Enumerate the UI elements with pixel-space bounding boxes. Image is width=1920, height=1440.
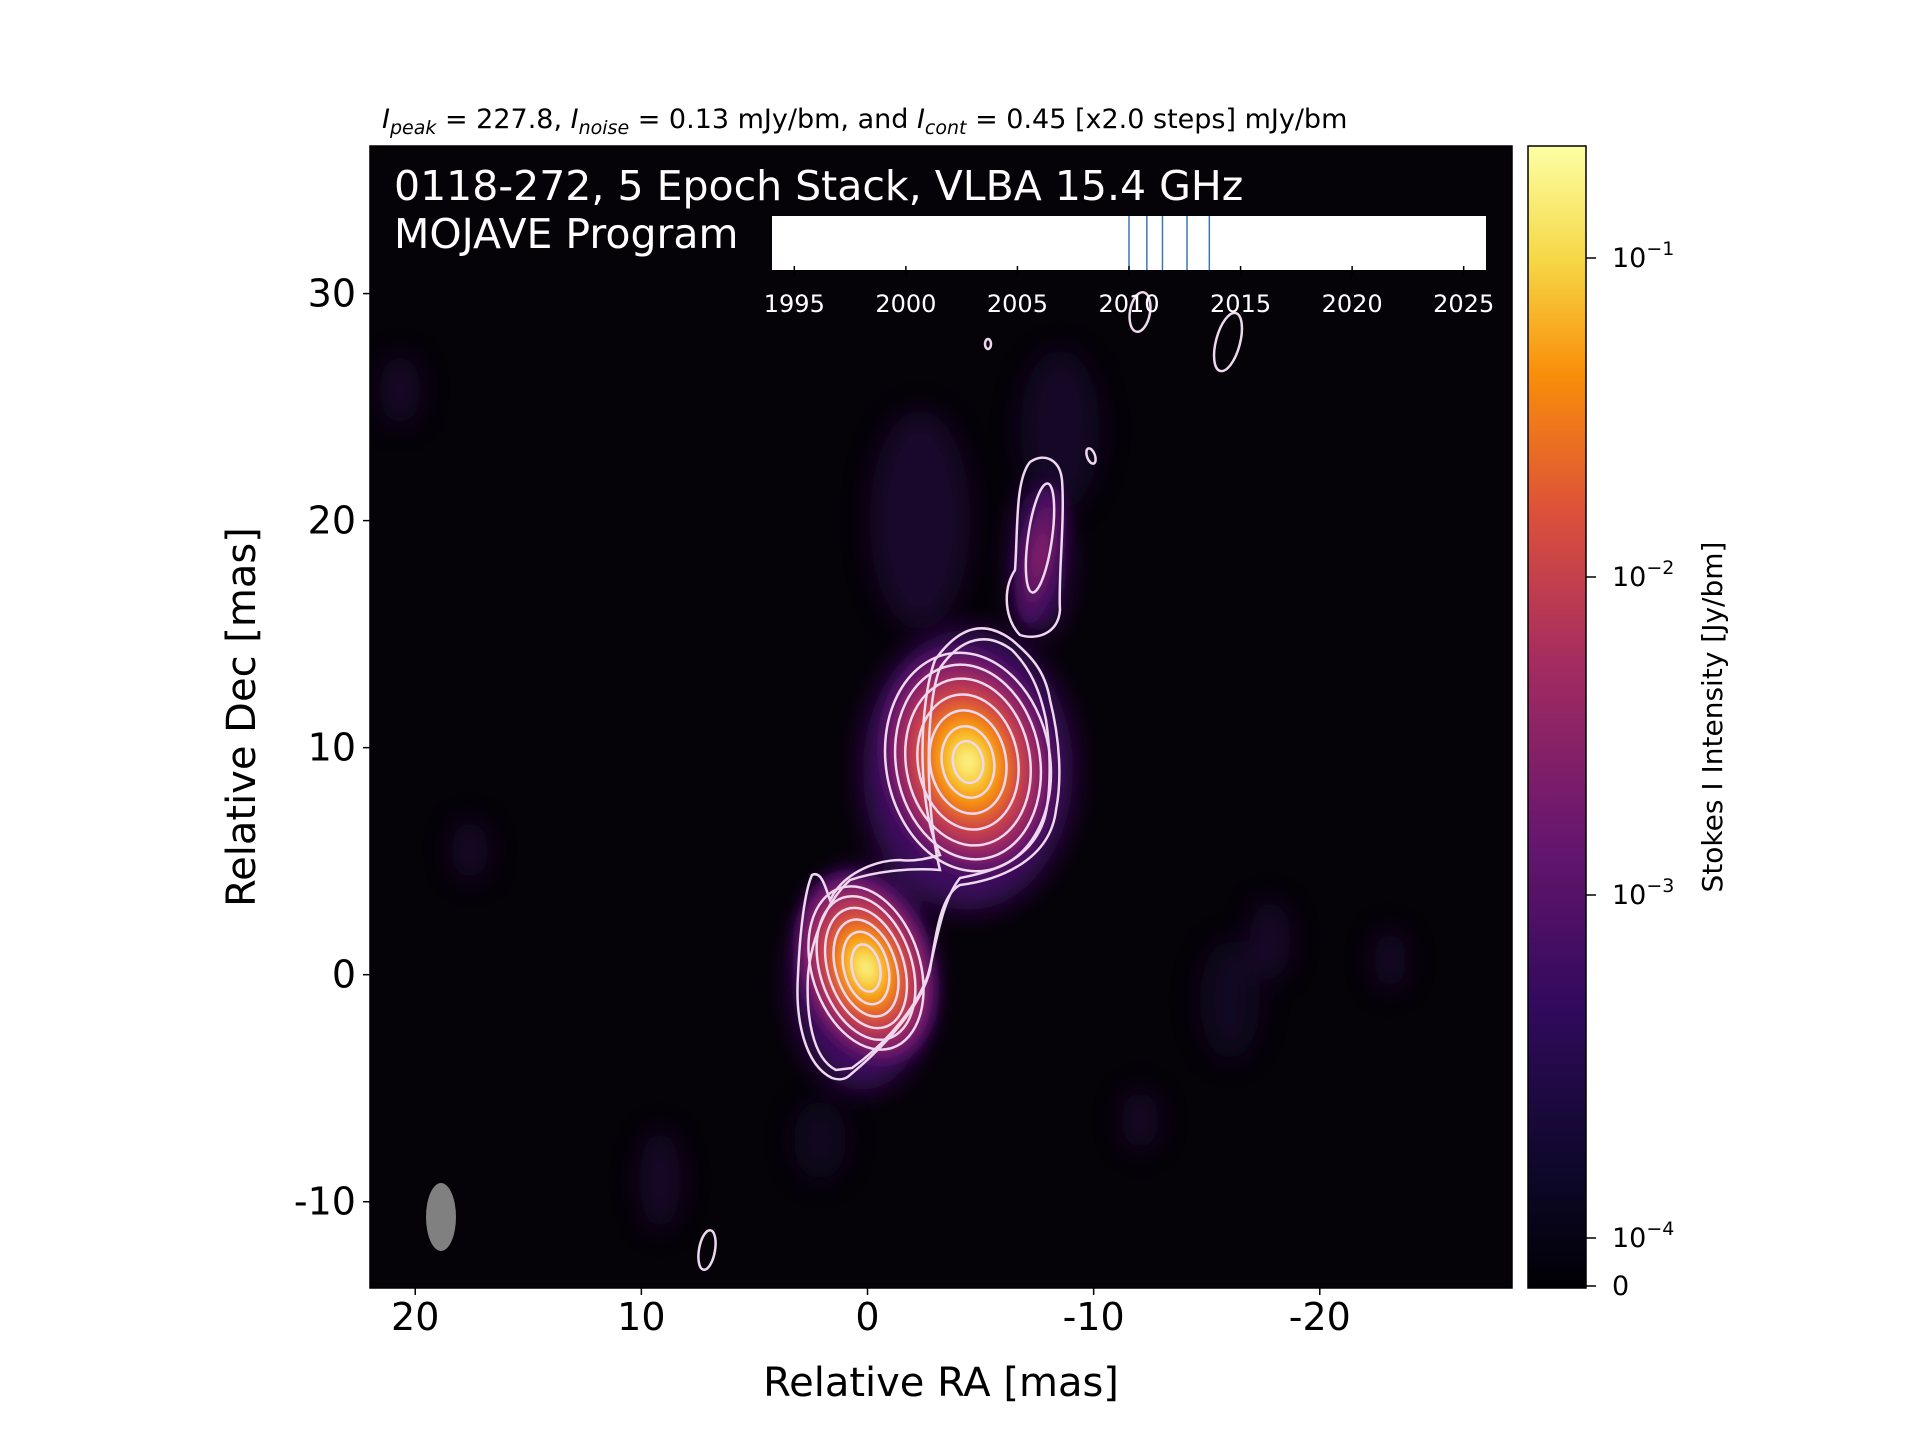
- beam-ellipse: [426, 1183, 456, 1251]
- plot-title: 0118-272, 5 Epoch Stack, VLBA 15.4 GHz: [394, 162, 1243, 210]
- peak-symbol: I: [382, 104, 390, 135]
- timeline-ticks: 1995 2000 2005 2010 2015 2020 2025: [764, 266, 1494, 318]
- y-axis-ticks: 30 20 10 0 -10: [294, 272, 370, 1224]
- y-tick-label: 20: [308, 499, 356, 543]
- cont-symbol: I: [917, 104, 925, 135]
- contour-island-2: [1212, 311, 1244, 373]
- timeline-tick-label: 2000: [875, 290, 936, 318]
- timeline-tick-label: 2025: [1433, 290, 1494, 318]
- epoch-lines: [1128, 216, 1211, 270]
- contours: [697, 290, 1244, 1271]
- x-tick-label: -10: [1063, 1295, 1125, 1339]
- contour-2: [806, 638, 1051, 1072]
- noise-value: = 0.13 mJy/bm, and: [629, 104, 917, 135]
- timeline-tick-label: 2010: [1098, 290, 1159, 318]
- component-knot: [878, 645, 1058, 879]
- colorbar-tick-label: 10−1: [1612, 238, 1674, 274]
- timeline-tick-label: 2015: [1210, 290, 1271, 318]
- colorbar-tick-label: 0: [1612, 1271, 1629, 1302]
- colorbar-tick-label: 10−3: [1612, 875, 1674, 911]
- x-tick-label: 20: [391, 1295, 439, 1339]
- y-tick-label: 10: [308, 726, 356, 770]
- cont-subscript: cont: [925, 117, 968, 139]
- colorbar-ticks: 10−1 10−2 10−3 10−4 0: [1586, 238, 1674, 1302]
- noise-subscript: noise: [579, 117, 630, 139]
- header-stats: Ipeak = 227.8, Inoise = 0.13 mJy/bm, and…: [382, 104, 1347, 139]
- epoch-timeline: 1995 2000 2005 2010 2015 2020 2025: [764, 216, 1494, 318]
- peak-value: = 227.8,: [436, 104, 570, 135]
- x-axis-ticks: 20 10 0 -10 -20: [391, 1288, 1351, 1339]
- noise-symbol: I: [571, 104, 579, 135]
- cont-value: = 0.45 [x2.0 steps] mJy/bm: [966, 104, 1347, 135]
- timeline-tick-label: 2020: [1322, 290, 1383, 318]
- x-axis-label: Relative RA [mas]: [763, 1360, 1119, 1406]
- contour-island-5: [697, 1229, 717, 1271]
- x-tick-label: -20: [1289, 1295, 1351, 1339]
- colorbar: [1527, 145, 1587, 1289]
- plot-subtitle: MOJAVE Program: [394, 210, 738, 258]
- y-tick-label: 0: [332, 953, 356, 997]
- peak-subscript: peak: [389, 117, 437, 139]
- contour-island-4: [983, 337, 993, 351]
- x-tick-label: 10: [617, 1295, 665, 1339]
- component-outer: [1015, 485, 1065, 625]
- noise-patches: [380, 350, 1406, 1230]
- y-tick-label: 30: [308, 272, 356, 316]
- contour-island-3: [1085, 447, 1097, 465]
- y-tick-label: -10: [294, 1180, 356, 1224]
- colorbar-tick-label: 10−2: [1612, 557, 1674, 593]
- contour-outer-knot: [1005, 456, 1065, 638]
- timeline-tick-label: 2005: [987, 290, 1048, 318]
- image-panel: [370, 146, 1512, 1288]
- colorbar-tick-label: 10−4: [1612, 1218, 1674, 1254]
- x-tick-label: 0: [855, 1295, 879, 1339]
- plot-frame: [369, 145, 1513, 1289]
- timeline-tick-label: 1995: [764, 290, 825, 318]
- y-axis-label: Relative Dec [mas]: [219, 527, 265, 907]
- colorbar-label: Stokes I Intensity [Jy/bm]: [1696, 542, 1729, 893]
- contour-island-1: [1128, 290, 1152, 334]
